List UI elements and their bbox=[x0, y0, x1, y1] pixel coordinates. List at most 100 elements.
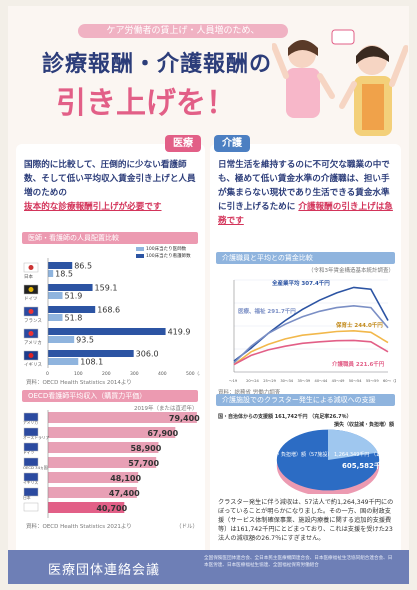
staffing-legend-doctor: 100床当たり医師数 bbox=[136, 246, 186, 252]
salary-bar-label: 57,700 bbox=[128, 459, 159, 468]
footer: 医療団体連絡会議 全国保険医団体連合会、全日本民主医療機関連合会、日本医療福祉生… bbox=[8, 550, 409, 584]
cluster-chart: 国・自治体からの支援額 161,742千円 （充足率26.7％）損失（収益減・負… bbox=[218, 413, 396, 494]
care-lead: 日常生活を維持するのに不可欠な職業の中でも、極めて低い賃金水準の介護職は、担い手… bbox=[218, 158, 393, 228]
salary-bar-label: 48,100 bbox=[110, 474, 141, 483]
axis-tick: 400 bbox=[158, 371, 167, 376]
country-flag bbox=[23, 457, 39, 467]
doctor-bar-label: 93.5 bbox=[76, 336, 94, 345]
salary-source: 資料：OECD Health Statistics 2021より bbox=[26, 524, 132, 530]
series-label: 保育士 244.0千円 bbox=[335, 321, 383, 329]
doctor-bar bbox=[48, 270, 54, 277]
x-tick: 30～34 bbox=[280, 379, 293, 383]
salary-heading: OECD看護師平均収入（購買力平価） bbox=[22, 390, 198, 402]
medical-tag: 医療 bbox=[165, 135, 201, 152]
salary-bar bbox=[48, 412, 197, 423]
medical-column: 医療 国際的に比較して、圧倒的に少ない看護師数、そして低い平均収入賃金引き上げと… bbox=[16, 135, 205, 584]
salary-bar-label: 47,400 bbox=[109, 489, 140, 498]
nurse-bar bbox=[48, 284, 93, 291]
country-flag bbox=[23, 472, 39, 482]
pie-inner-right: 605,582千円 bbox=[342, 461, 388, 470]
care-lead-emphasis: 介護報酬の引き上げは急務です bbox=[218, 202, 393, 226]
series-label: 全産業平均 307.4千円 bbox=[271, 279, 330, 287]
nurse-bar-label: 419.9 bbox=[168, 328, 191, 337]
country-flag bbox=[23, 502, 39, 512]
care-tag: 介護 bbox=[214, 135, 250, 152]
country-name: ドイツ bbox=[24, 297, 38, 302]
salary-bar bbox=[48, 487, 137, 498]
salary-chart: 79,400 67,900 58,900 57,700 48,100 47,400 40,7… bbox=[23, 410, 200, 518]
wage-source: 資料：総務省 労働力調査 bbox=[218, 390, 281, 396]
salary-bar-label: 67,900 bbox=[147, 429, 178, 438]
flyer: ケア労働者の賃上げ・人員増のため、 診療報酬・介護報酬の 引き上げを！ 医療 国… bbox=[8, 6, 409, 584]
doctor-bar bbox=[48, 358, 79, 365]
series-line bbox=[233, 304, 389, 364]
salary-bar bbox=[48, 442, 159, 453]
medical-lead-text: 国際的に比較して、圧倒的に少ない看護師数、そして低い平均収入賃金引き上げと人員増… bbox=[24, 160, 196, 198]
medical-lead-emphasis: 抜本的な診療報酬引上げが必要です bbox=[24, 202, 162, 212]
salary-bar bbox=[48, 457, 157, 468]
x-tick: 20～24 bbox=[246, 379, 259, 383]
x-tick: 40～44 bbox=[315, 379, 328, 383]
doctor-bar-label: 108.1 bbox=[80, 358, 103, 367]
nurse-bar-label: 168.6 bbox=[97, 306, 120, 315]
doctor-bar-label: 51.9 bbox=[65, 292, 83, 301]
staffing-source: 資料：OECD Health Statistics 2014より bbox=[26, 380, 132, 386]
series-line bbox=[233, 329, 389, 366]
doctor-bar bbox=[48, 336, 75, 343]
country-name: ドイツ bbox=[23, 450, 35, 455]
country-flag bbox=[23, 442, 39, 452]
doctor-bar-label: 18.5 bbox=[55, 270, 73, 279]
nurse-bar-label: 306.0 bbox=[136, 350, 159, 359]
staffing-heading: 医師・看護師の人員配置比較 bbox=[22, 232, 198, 244]
cluster-heading: 介護施設でのクラスター発生による減収への支援 bbox=[216, 394, 395, 406]
kicker-banner: ケア労働者の賃上げ・人員増のため、 bbox=[78, 24, 288, 38]
axis-tick: 300 bbox=[130, 371, 139, 376]
doctor-bar bbox=[48, 292, 63, 299]
country-name: イギリス bbox=[24, 362, 42, 368]
country-name: アメリカ bbox=[24, 340, 42, 346]
series-line bbox=[233, 339, 389, 366]
pie-right-label: 損失（収益減・負担増）額（23施設） bbox=[333, 421, 396, 428]
support-slice bbox=[328, 429, 378, 460]
country-name: フランス bbox=[24, 318, 42, 324]
care-lead-text: 日常生活を維持するのに不可欠な職業の中でも、極めて低い賃金水準の介護職は、担い手… bbox=[218, 160, 390, 212]
country-name: 日本 bbox=[23, 495, 31, 500]
salary-bar-label: 58,900 bbox=[130, 444, 161, 453]
care-workers-illustration bbox=[272, 29, 408, 136]
staffing-legend-nurse: 100床当たり看護師数 bbox=[136, 253, 191, 259]
country-name: OECD 34ヵ国 bbox=[23, 465, 48, 470]
cluster-paragraph: クラスター発生に伴う減収は、57法人で約1,264,349千円にのぼっていること… bbox=[218, 499, 394, 542]
salary-bar bbox=[48, 502, 125, 513]
series-label: 介護職員 221.6千円 bbox=[331, 360, 385, 368]
nurse-bar bbox=[48, 350, 134, 357]
nurse-bar bbox=[48, 328, 166, 335]
salary-bar bbox=[48, 427, 176, 438]
salary-unit: （ドル） bbox=[176, 524, 199, 530]
pie-left-label: 国・自治体からの支援額 161,742千円 （充足率26.7％） bbox=[218, 413, 352, 420]
country-flag bbox=[23, 487, 39, 497]
pie-inner-left: 損失（収益減・負担増）額（57施設） 1,264,349千円 （1施設平均 22… bbox=[246, 451, 396, 458]
country-flag-mark bbox=[28, 265, 34, 270]
country-flag-mark bbox=[28, 309, 34, 314]
staffing-chart: 日本 86.518.5 ドイツ 159.1 51.9 フランス 168.6 51.8 アメリカ 4… bbox=[23, 258, 200, 376]
doctor-bar-label: 51.8 bbox=[65, 314, 83, 323]
x-tick: 25～29 bbox=[263, 379, 276, 383]
care-column: 介護 日常生活を維持するのに不可欠な職業の中でも、極めて低い賃金水準の介護職は、… bbox=[210, 135, 401, 584]
country-flag-mark bbox=[28, 353, 34, 358]
x-tick: 35～39 bbox=[297, 379, 310, 383]
organization-name: 医療団体連絡会議 bbox=[48, 563, 161, 578]
country-flag-mark bbox=[28, 287, 34, 292]
x-tick: ～19 bbox=[229, 379, 238, 383]
member-organizations: 全国保険医団体連合会、全日本民主医療機関連合会、日本医療福祉生活協同組合連合会、… bbox=[204, 556, 393, 568]
series-label: 医療、福祉 291.7千円 bbox=[238, 307, 296, 315]
nurse-bar bbox=[48, 262, 73, 269]
x-tick: 50～54 bbox=[349, 379, 362, 383]
salary-bar-label: 79,400 bbox=[169, 414, 200, 423]
x-tick: 60～（歳） bbox=[383, 378, 396, 383]
x-tick: 55～59 bbox=[366, 379, 379, 383]
page-title-line1: 診療報酬・介護報酬の bbox=[42, 52, 273, 77]
country-flag bbox=[23, 427, 39, 437]
country-flag-mark bbox=[28, 331, 34, 336]
salary-year: 2019年（または直近年） bbox=[134, 406, 198, 412]
